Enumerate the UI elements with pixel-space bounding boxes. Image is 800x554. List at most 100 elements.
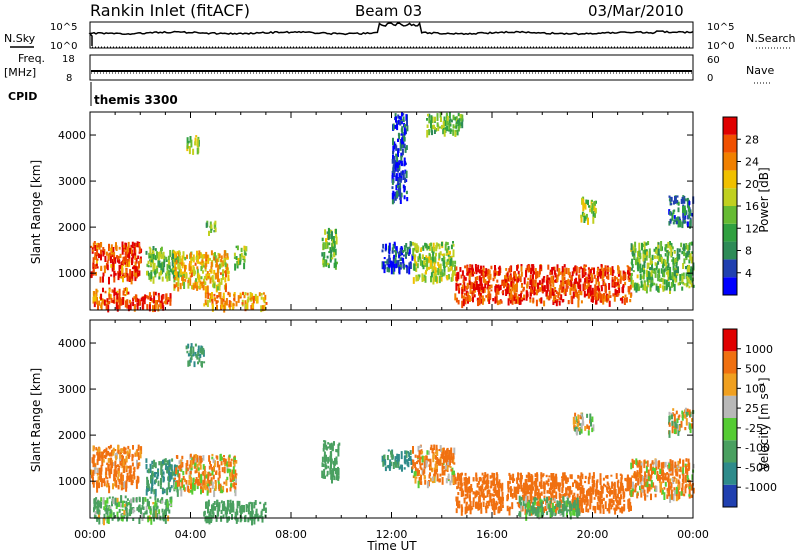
velocity-cell: [586, 413, 589, 418]
power-cell: [436, 122, 439, 127]
power-cell: [654, 262, 657, 266]
velocity-cell: [235, 483, 237, 486]
velocity-cell: [391, 453, 394, 460]
velocity-cell: [460, 488, 463, 491]
velocity-cell: [465, 476, 467, 483]
power-cell: [692, 284, 695, 288]
velocity-cell: [220, 500, 223, 504]
power-cell: [100, 265, 103, 271]
power-cell: [628, 272, 631, 278]
power-cell: [107, 304, 110, 313]
velocity-cell: [571, 499, 574, 502]
velocity-cell: [565, 512, 568, 517]
velocity-cell: [92, 481, 95, 488]
power-cell: [466, 295, 469, 302]
power-cell: [123, 244, 126, 248]
velocity-cell: [141, 505, 144, 510]
velocity-cell: [478, 486, 481, 491]
noise-right-tick-top: 10^5: [707, 22, 734, 33]
power-cell: [436, 113, 439, 121]
velocity-cell: [429, 472, 431, 476]
power-cell: [533, 285, 536, 294]
power-cell: [677, 220, 680, 228]
power-cell: [175, 271, 178, 278]
velocity-cell: [429, 478, 432, 482]
velocity-cell: [98, 482, 100, 489]
velocity-cell: [445, 478, 448, 484]
power-cell: [399, 257, 402, 262]
velocity-cell: [458, 500, 461, 504]
power-cell: [487, 268, 490, 275]
velocity-cell: [190, 483, 192, 490]
velocity-cell: [685, 458, 688, 462]
power-cell: [450, 257, 453, 263]
power-cell: [579, 284, 582, 292]
power-cell: [227, 291, 230, 296]
velocity-cell: [194, 470, 197, 474]
power-cell: [209, 293, 212, 296]
power-cell: [182, 262, 185, 267]
power-cell: [103, 299, 106, 306]
power-cell: [244, 292, 247, 296]
power-cell: [604, 295, 607, 302]
velocity-cell: [192, 456, 195, 464]
velocity-cell: [623, 499, 626, 502]
power-cell: [561, 266, 564, 273]
velocity-cell: [561, 479, 564, 484]
power-cell: [673, 283, 676, 292]
power-cell: [630, 277, 633, 285]
power-cell: [207, 257, 210, 264]
velocity-cell: [530, 488, 533, 494]
power-cell: [504, 279, 507, 283]
velocity-cell: [662, 461, 665, 469]
power-cell: [564, 280, 567, 284]
power-cell: [251, 295, 254, 300]
power-cell: [498, 265, 501, 271]
velocity-cell: [540, 472, 543, 476]
power-cell: [113, 290, 116, 297]
velocity-cell: [127, 502, 130, 506]
power-cell: [597, 285, 600, 291]
velocity-cell: [525, 474, 528, 478]
velocity-cell: [198, 457, 201, 466]
velocity-cell: [520, 477, 523, 483]
power-cell: [468, 295, 471, 302]
power-cell: [645, 286, 648, 294]
velocity-cell: [157, 468, 160, 477]
velocity-cell: [190, 466, 193, 471]
station-title: Rankin Inlet (fitACF): [90, 1, 250, 20]
velocity-cell: [529, 491, 531, 495]
power-cell: [569, 279, 572, 282]
power-cell: [398, 162, 401, 166]
power-cell: [520, 293, 522, 300]
velocity-cell: [336, 449, 339, 453]
velocity-cell: [124, 503, 127, 508]
power-cell: [439, 271, 442, 276]
power-cell: [642, 273, 645, 276]
velocity-cell: [536, 492, 539, 500]
power-cell: [148, 304, 151, 312]
power-cell: [174, 266, 177, 273]
velocity-cell: [586, 489, 589, 496]
power-cell: [646, 283, 649, 288]
power-cell: [160, 263, 163, 271]
power-cell: [561, 299, 564, 303]
velocity-cell: [532, 511, 534, 515]
velocity-cell: [644, 494, 646, 500]
velocity-cell: [525, 495, 528, 504]
velocity-cell: [238, 500, 241, 506]
power-cell: [541, 285, 544, 292]
velocity-cell: [498, 479, 501, 487]
velocity-cell: [620, 481, 623, 490]
power-cell: [482, 267, 485, 271]
velocity-cell: [101, 479, 104, 483]
power-cell: [177, 286, 180, 292]
velocity-cell: [644, 471, 647, 477]
velocity-cell: [690, 494, 693, 498]
velocity-cell: [551, 489, 554, 496]
velocity-cell: [465, 481, 468, 490]
velocity-cell: [547, 478, 550, 483]
power-cell: [404, 169, 407, 174]
velocity-cell: [605, 475, 608, 479]
velocity-cell: [92, 469, 95, 476]
